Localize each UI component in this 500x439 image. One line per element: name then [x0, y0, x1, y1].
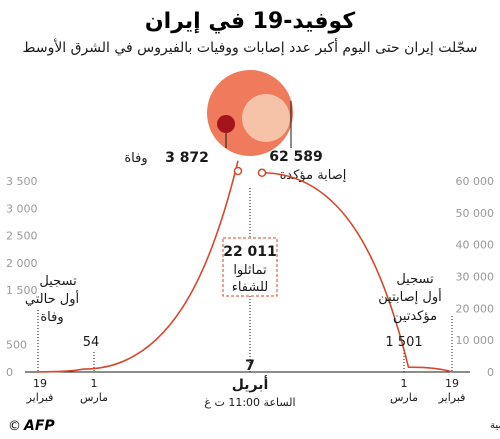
cases-axis-tick-label: 50 000 — [456, 207, 495, 220]
copyright-symbol: © — [8, 419, 21, 434]
cases-axis-tick-label: 60 000 — [456, 175, 495, 188]
cases-axis-tick-label: 40 000 — [456, 239, 495, 252]
center-month: أبريل — [232, 375, 269, 393]
left-mar-month: مارس — [80, 391, 108, 404]
right-mar-month: مارس — [390, 391, 418, 404]
source-note: المصدر: تعداد لفرانس برس استنادا إلى الم… — [490, 420, 500, 431]
cases-first-annot-1: تسجيل — [396, 272, 434, 287]
cases-first-annot-3: مؤكدتين — [393, 309, 437, 324]
deaths-total-label: وفاة — [124, 151, 147, 166]
deaths-first-annot-1: تسجيل — [39, 274, 77, 289]
deaths-first-annot-2: أول حالتي — [25, 290, 79, 307]
deaths-circle — [217, 115, 235, 133]
right-start-month: فبراير — [438, 391, 466, 404]
right-mar-day: 1 — [401, 377, 408, 390]
recovered-circle — [242, 94, 290, 142]
page-title: كوفيد-19 في إيران — [145, 9, 355, 34]
deaths-axis-tick-label: 2 000 — [6, 257, 38, 270]
cases-axis-tick-label: 20 000 — [456, 302, 495, 315]
recovered-value: 22 011 — [223, 244, 277, 260]
deaths-axis-tick-label: 3 500 — [6, 175, 38, 188]
cases-mar1-label: 1 501 — [385, 335, 422, 350]
deaths-axis-tick-label: 0 — [6, 366, 13, 379]
deaths-first-annot-3: وفاة — [40, 310, 63, 325]
cases-total-value: 62 589 — [269, 149, 323, 165]
cases-peak-point — [257, 168, 267, 178]
deaths-axis-tick-label: 1 500 — [6, 284, 38, 297]
center-day: 7 — [245, 358, 255, 374]
deaths-axis-tick-label: 2 500 — [6, 230, 38, 243]
page-subtitle: سجّلت إيران حتى اليوم أكبر عدد إصابات وو… — [23, 38, 478, 56]
recovered-label-1: تماثلوا — [233, 263, 267, 278]
deaths-axis-tick-label: 500 — [6, 339, 27, 352]
deaths-axis-tick-label: 3 000 — [6, 202, 38, 215]
cases-total-label: إصابة مؤكدة — [280, 168, 347, 183]
cases-axis-tick-label: 30 000 — [456, 271, 495, 284]
left-start-month: فبراير — [26, 391, 54, 404]
cases-axis-tick-label: 10 000 — [456, 334, 495, 347]
right-start-day: 19 — [445, 377, 459, 390]
center-time: الساعة 11:00 ت غ — [204, 396, 295, 409]
deaths-mar1-label: 54 — [83, 335, 100, 350]
recovered-box — [222, 237, 278, 297]
cases-axis-tick-label: 0 — [487, 366, 494, 379]
left-mar-day: 1 — [91, 377, 98, 390]
cases-first-annot-2: أول إصابتين — [378, 288, 441, 305]
cases-series-line — [261, 171, 453, 373]
left-start-day: 19 — [33, 377, 47, 390]
afp-logo: AFP — [23, 418, 55, 434]
deaths-peak-point — [233, 166, 243, 176]
recovered-label-2: للشفاء — [232, 280, 269, 295]
deaths-total-value: 3 872 — [165, 150, 209, 166]
deaths-series-line — [37, 160, 239, 373]
